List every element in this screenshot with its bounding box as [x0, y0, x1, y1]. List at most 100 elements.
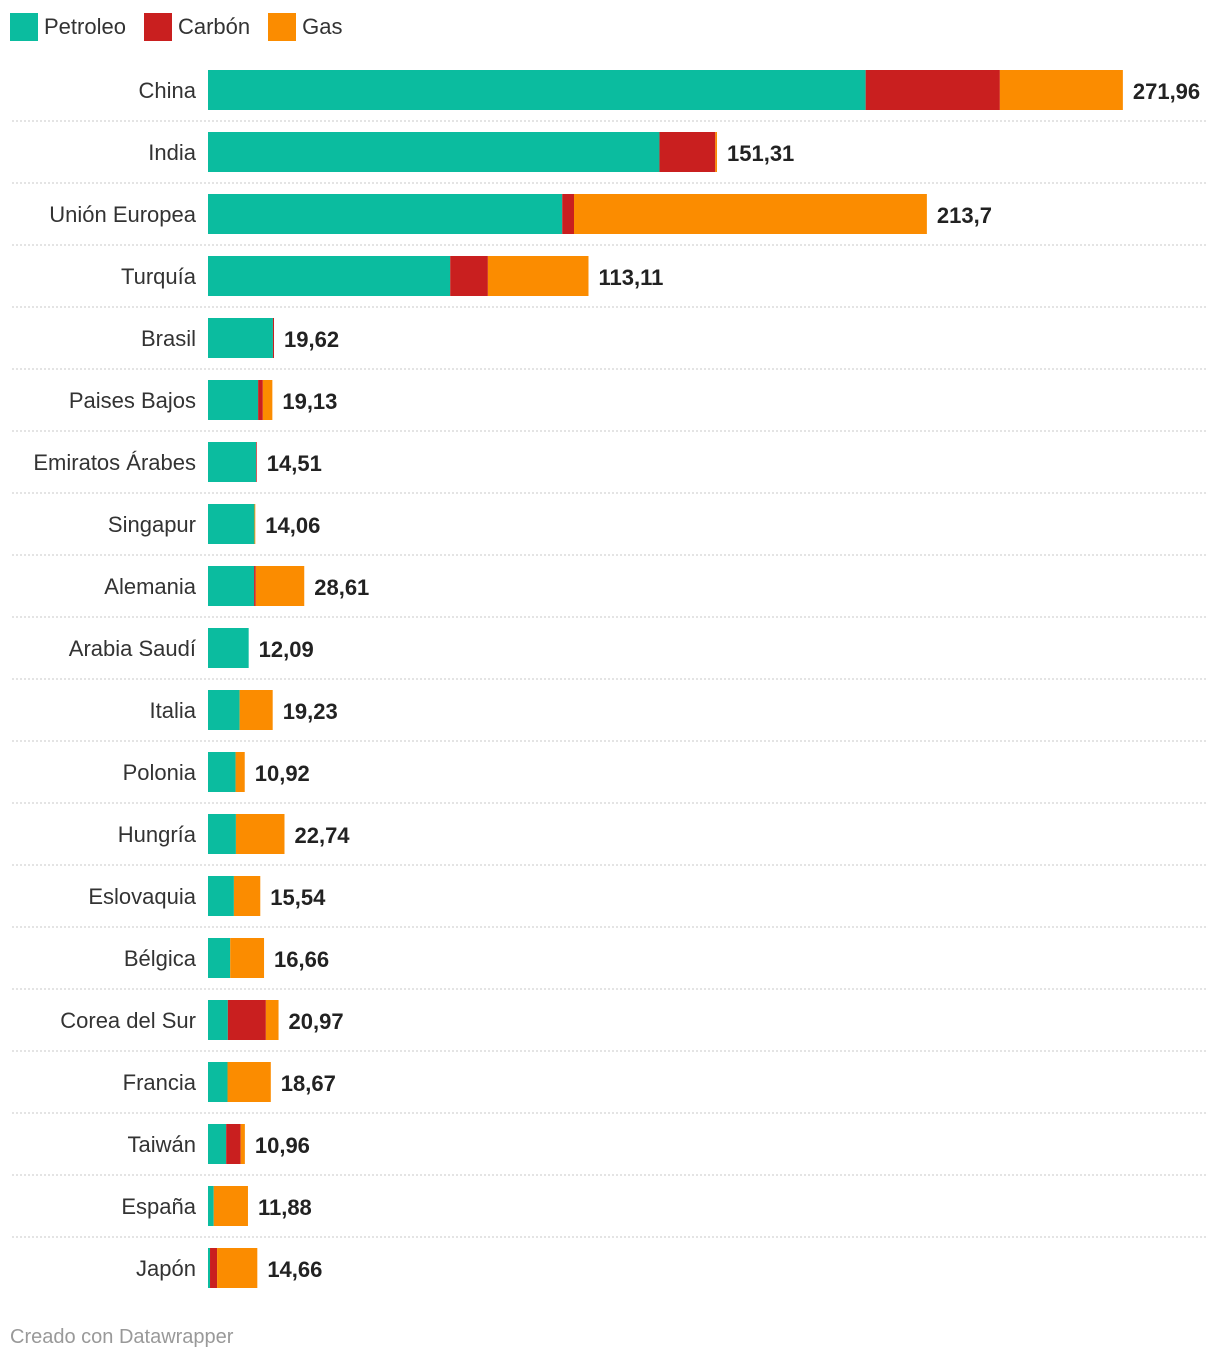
bar-segment-gas-turquia: [487, 256, 589, 296]
bar-segment-petroleo-japon: [208, 1248, 211, 1288]
bar-total-label-hungria: 22,74: [294, 823, 350, 848]
category-label-paises-bajos: Paises Bajos: [69, 388, 196, 413]
bar-segment-gas-corea-del-sur: [265, 1000, 279, 1040]
category-label-polonia: Polonia: [123, 760, 197, 785]
bar-total-label-polonia: 10,92: [255, 761, 310, 786]
bar-total-label-paises-bajos: 19,13: [282, 389, 337, 414]
bar-segment-carbon-brasil: [272, 318, 275, 358]
footer-credit: Creado con Datawrapper: [10, 1326, 234, 1348]
category-label-italia: Italia: [150, 698, 197, 723]
category-label-alemania: Alemania: [104, 574, 196, 599]
bar-total-label-arabia-saudi: 12,09: [259, 637, 314, 662]
bar-segment-petroleo-arabia-saudi: [208, 628, 249, 668]
bar-segment-gas-hungria: [235, 814, 285, 854]
category-label-brasil: Brasil: [141, 326, 196, 351]
legend-item-gas: Gas: [268, 13, 342, 41]
bar-total-label-india: 151,31: [727, 141, 794, 166]
bar-total-label-singapur: 14,06: [265, 513, 320, 538]
category-label-eslovaquia: Eslovaquia: [88, 884, 196, 909]
bar-segment-gas-belgica: [230, 938, 265, 978]
legend-item-petroleo: Petroleo: [10, 13, 126, 41]
bar-segment-carbon-taiwan: [226, 1124, 241, 1164]
category-label-taiwan: Taiwán: [128, 1132, 196, 1157]
bar-segment-gas-alemania: [255, 566, 305, 606]
legend-swatch-petroleo: [10, 13, 38, 41]
category-label-espana: España: [121, 1194, 196, 1219]
bar-total-label-francia: 18,67: [281, 1071, 336, 1096]
bar-segment-petroleo-paises-bajos: [208, 380, 259, 420]
bar-total-label-china: 271,96: [1133, 79, 1200, 104]
bar-total-label-italia: 19,23: [283, 699, 338, 724]
bar-segment-petroleo-taiwan: [208, 1124, 227, 1164]
bar-total-label-emiratos-arabes: 14,51: [267, 451, 322, 476]
bar-segment-petroleo-turquia: [208, 256, 451, 296]
bar-segment-petroleo-francia: [208, 1062, 228, 1102]
bar-segment-petroleo-belgica: [208, 938, 231, 978]
bar-total-label-taiwan: 10,96: [255, 1133, 310, 1158]
bar-segment-petroleo-india: [208, 132, 660, 172]
bar-segment-carbon-emiratos-arabes: [256, 442, 257, 482]
category-label-india: India: [148, 140, 196, 165]
legend-item-carbon: Carbón: [143, 13, 251, 41]
bar-segment-carbon-union-europea: [562, 194, 574, 234]
bar-segment-petroleo-polonia: [208, 752, 236, 792]
bar-segment-gas-francia: [227, 1062, 271, 1102]
bar-total-label-turquia: 113,11: [598, 265, 663, 290]
bar-segment-carbon-china: [865, 70, 1000, 110]
bar-segment-petroleo-singapur: [208, 504, 255, 544]
bar-total-label-japon: 14,66: [267, 1257, 322, 1282]
bar-segment-carbon-alemania: [254, 566, 256, 606]
bar-segment-gas-japon: [217, 1248, 258, 1288]
bar-segment-carbon-india: [659, 132, 716, 172]
bar-segment-petroleo-corea-del-sur: [208, 1000, 228, 1040]
bar-segment-carbon-paises-bajos: [258, 380, 263, 420]
bar-segment-gas-espana: [213, 1186, 248, 1226]
category-label-singapur: Singapur: [108, 512, 196, 537]
category-label-hungria: Hungría: [118, 822, 197, 847]
bar-segment-petroleo-eslovaquia: [208, 876, 234, 916]
stacked-bar-chart: China 271,96 India 151,31 Unión Europea 213,7…: [12, 70, 1208, 1288]
category-label-emiratos-arabes: Emiratos Árabes: [33, 450, 196, 475]
category-label-turquia: Turquía: [121, 264, 197, 289]
category-label-arabia-saudi: Arabia Saudí: [69, 636, 196, 661]
legend: Petroleo Carbón Gas: [10, 12, 360, 42]
legend-label-petroleo: Petroleo: [44, 14, 126, 39]
bar-total-label-union-europea: 213,7: [937, 203, 992, 228]
legend-label-carbon: Carbón: [177, 14, 251, 39]
bar-segment-gas-singapur: [254, 504, 256, 544]
bar-total-label-corea-del-sur: 20,97: [289, 1009, 344, 1034]
bar-segment-carbon-corea-del-sur: [227, 1000, 266, 1040]
bar-segment-gas-paises-bajos: [262, 380, 273, 420]
legend-swatch-gas: [268, 13, 297, 41]
bar-segment-carbon-turquia: [450, 256, 488, 296]
category-label-francia: Francia: [123, 1070, 197, 1095]
bar-segment-petroleo-alemania: [208, 566, 255, 606]
bar-segment-gas-polonia: [235, 752, 245, 792]
bar-total-label-brasil: 19,62: [284, 327, 339, 352]
category-label-union-europea: Unión Europea: [49, 202, 197, 227]
legend-label-gas: Gas: [302, 14, 343, 39]
bar-segment-petroleo-union-europea: [208, 194, 563, 234]
bar-total-label-belgica: 16,66: [274, 947, 329, 972]
category-label-corea-del-sur: Corea del Sur: [60, 1008, 196, 1033]
bar-segment-petroleo-italia: [208, 690, 240, 730]
bar-total-label-alemania: 28,61: [314, 575, 369, 600]
bar-segment-carbon-japon: [210, 1248, 218, 1288]
legend-swatch-carbon: [143, 13, 172, 41]
bar-segment-gas-china: [999, 70, 1123, 110]
bar-segment-gas-italia: [239, 690, 273, 730]
category-label-china: China: [139, 78, 197, 103]
category-label-belgica: Bélgica: [124, 946, 197, 971]
bar-segment-gas-eslovaquia: [233, 876, 261, 916]
bar-segment-petroleo-emiratos-arabes: [208, 442, 257, 482]
bar-segment-gas-taiwan: [240, 1124, 245, 1164]
bar-segment-gas-union-europea: [574, 194, 927, 234]
bar-total-label-eslovaquia: 15,54: [270, 885, 326, 910]
category-label-japon: Japón: [136, 1256, 196, 1281]
bar-segment-petroleo-brasil: [208, 318, 273, 358]
bar-segment-petroleo-espana: [208, 1186, 214, 1226]
bar-total-label-espana: 11,88: [258, 1195, 312, 1220]
bar-segment-petroleo-hungria: [208, 814, 236, 854]
bar-segment-gas-india: [715, 132, 718, 172]
bar-segment-petroleo-china: [208, 70, 866, 110]
